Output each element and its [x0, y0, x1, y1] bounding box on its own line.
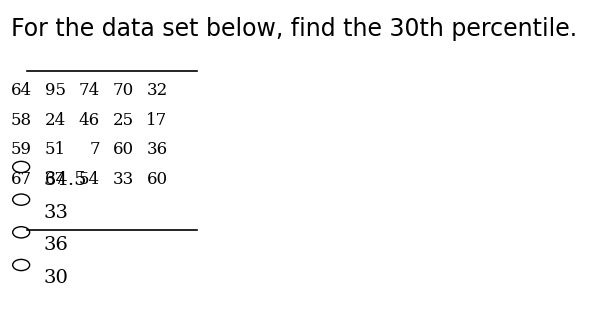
Text: 95: 95: [45, 82, 66, 99]
Text: 67: 67: [45, 171, 66, 188]
Text: 36: 36: [147, 141, 168, 159]
Text: 74: 74: [79, 82, 100, 99]
Text: 58: 58: [11, 112, 32, 129]
Text: 51: 51: [45, 141, 66, 159]
Text: 46: 46: [79, 112, 100, 129]
Text: 32: 32: [147, 82, 168, 99]
Text: 60: 60: [113, 141, 134, 159]
Text: 67: 67: [11, 171, 32, 188]
Text: 64: 64: [11, 82, 32, 99]
Text: For the data set below, find the 30th percentile.: For the data set below, find the 30th pe…: [11, 17, 577, 41]
Text: 33: 33: [112, 171, 134, 188]
Text: 34.5: 34.5: [44, 171, 87, 189]
Text: 25: 25: [113, 112, 134, 129]
Text: 60: 60: [147, 171, 168, 188]
Text: 7: 7: [89, 141, 100, 159]
Text: 30: 30: [44, 269, 69, 287]
Text: 59: 59: [11, 141, 32, 159]
Text: 54: 54: [79, 171, 100, 188]
Text: 36: 36: [44, 236, 69, 254]
Text: 70: 70: [112, 82, 134, 99]
Text: 33: 33: [44, 204, 69, 222]
Text: 17: 17: [147, 112, 168, 129]
Text: 24: 24: [45, 112, 66, 129]
